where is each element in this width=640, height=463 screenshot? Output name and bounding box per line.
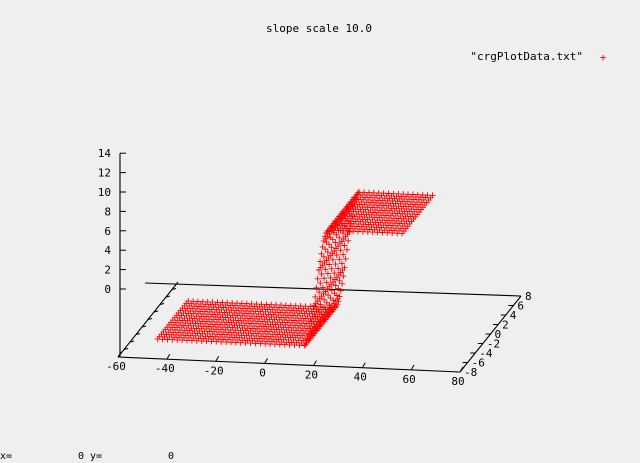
chart-title: slope scale 10.0	[266, 22, 372, 35]
status-y-value: 0	[168, 451, 175, 462]
x-tick	[312, 360, 317, 366]
x-tick	[117, 351, 122, 358]
y-tick-label: 2	[502, 319, 509, 332]
data-points	[154, 189, 436, 349]
y-tick-label: 6	[517, 300, 524, 313]
x-tick-label: 60	[403, 373, 416, 386]
z-tick-label: 2	[104, 264, 111, 277]
x-tick-label: -40	[155, 362, 175, 375]
back-edge-tick	[135, 333, 141, 335]
x-axis-line	[117, 356, 461, 373]
z-tick-label: 14	[98, 147, 112, 160]
y-tick-label: -8	[464, 366, 477, 379]
z-tick-label: 8	[104, 205, 111, 218]
y-tick-label: -4	[479, 347, 493, 360]
status-x-label: x=	[0, 451, 13, 462]
y-tick-label: 8	[525, 290, 532, 303]
status-bar: x= 0 y= 0	[0, 451, 640, 463]
z-tick-label: 6	[104, 225, 111, 238]
z-tick-label: 10	[98, 186, 111, 199]
x-tick-label: 40	[354, 371, 367, 384]
x-tick	[264, 358, 269, 364]
x-tick	[215, 356, 220, 362]
legend: "crgPlotData.txt" +	[470, 50, 606, 64]
z-tick-label: 12	[98, 167, 111, 180]
status-y-label: y=	[90, 451, 103, 462]
legend-entry-label: "crgPlotData.txt"	[470, 50, 583, 63]
back-edge-tick	[171, 288, 177, 290]
x-tick-label: -60	[106, 360, 126, 373]
x-tick-label: 20	[305, 369, 318, 382]
x-tick-label: 80	[451, 375, 464, 388]
x-tick-label: -20	[204, 364, 224, 377]
x-tick-label: 0	[259, 366, 266, 379]
z-tick-label: 0	[104, 283, 111, 296]
data-series-crgPlotData	[154, 189, 436, 349]
legend-entry-marker: +	[600, 51, 607, 64]
z-tick-label: 4	[104, 244, 111, 257]
status-x-value: 0	[78, 451, 85, 462]
back-edge-tick	[141, 325, 147, 328]
back-edge-tick	[147, 318, 153, 320]
back-edge-tick	[165, 295, 171, 298]
x-tick	[361, 362, 366, 368]
back-edge-tick	[129, 340, 135, 343]
x-tick	[166, 353, 171, 360]
back-floor-edge	[144, 282, 522, 297]
back-edge-tick	[153, 310, 159, 313]
back-edge-tick	[159, 303, 165, 305]
y-tick-label: -2	[487, 338, 500, 351]
back-edge-tick	[123, 348, 129, 350]
y-tick-label: 0	[495, 328, 502, 341]
x-tick	[410, 364, 415, 371]
x-tick	[459, 366, 464, 373]
y-tick-label: 4	[510, 309, 517, 322]
y-tick-label: -6	[472, 357, 485, 370]
